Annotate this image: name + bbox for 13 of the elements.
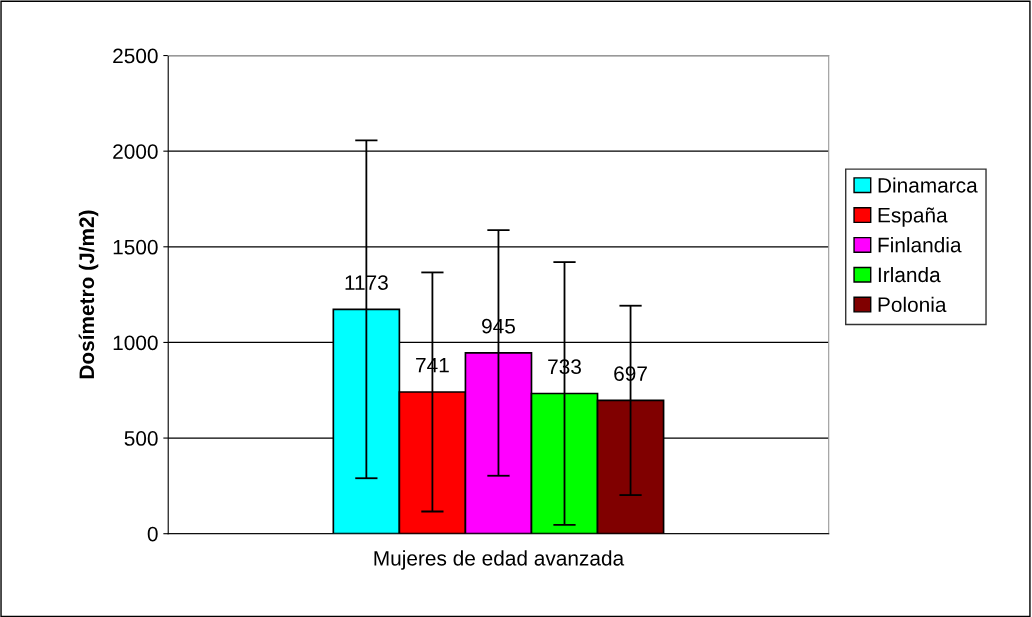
- legend-label: Irlanda: [878, 266, 941, 283]
- y-tick-label: 0: [147, 526, 158, 542]
- y-tick-label: 2000: [113, 144, 158, 159]
- x-tick-label: Mujeres de edad avanzada: [374, 550, 625, 570]
- legend-label: España: [878, 207, 948, 227]
- y-tick-label: 500: [124, 431, 158, 446]
- y-axis-title: Dosímetro (J/m2): [78, 210, 99, 379]
- legend-label: Dinamarca: [878, 177, 978, 193]
- y-tick-label: 1000: [113, 335, 158, 351]
- legend-label: Finlandia: [878, 237, 962, 253]
- y-tick-label: 1500: [113, 239, 158, 255]
- legend-label: Polonia: [878, 296, 947, 313]
- y-tick-label: 2500: [113, 48, 158, 64]
